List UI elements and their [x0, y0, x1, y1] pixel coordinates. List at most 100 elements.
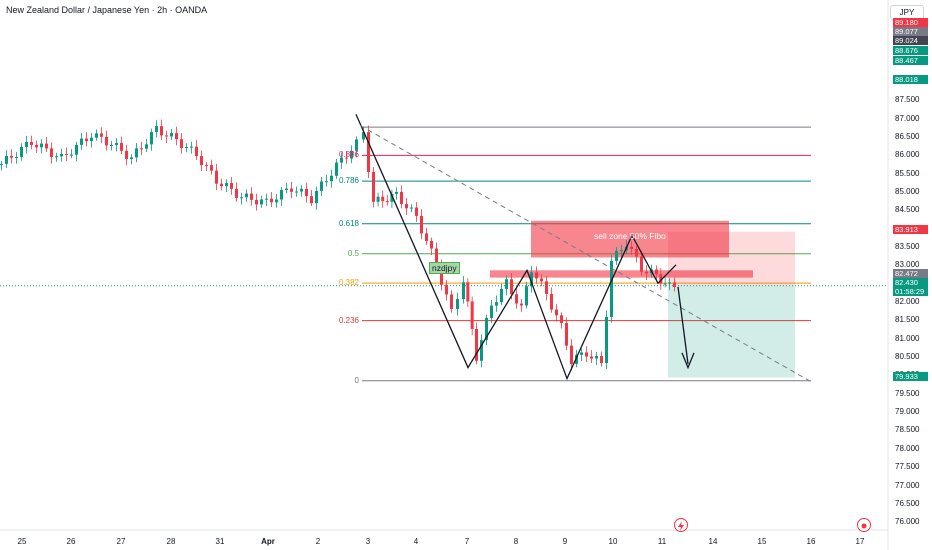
candle-body [300, 188, 303, 192]
price-tag: 83.913 [893, 225, 928, 234]
price-tick: 84.500 [895, 205, 920, 215]
price-tick: 82.000 [895, 297, 920, 306]
candle-body [430, 241, 433, 249]
candle-body [230, 183, 233, 189]
candle-body [385, 201, 389, 203]
candle-body [435, 248, 438, 266]
price-tag: 82.430 [893, 278, 928, 287]
candle-body [620, 250, 623, 252]
candlesticks [0, 119, 676, 371]
candle-body [580, 352, 583, 355]
candle-body [145, 144, 148, 149]
candle-body [505, 279, 508, 289]
candle-body [115, 143, 118, 145]
candle-body [367, 132, 370, 172]
candle-body [560, 315, 563, 324]
candle-body [345, 157, 348, 159]
candle-body [485, 317, 488, 341]
candle-body [595, 356, 598, 359]
time-tick: 28 [166, 537, 176, 546]
sell-zone-label: sell zone 50% Fibo [594, 231, 666, 241]
candle-body [110, 144, 113, 146]
arrow-head [681, 352, 695, 370]
chart-title: New Zealand Dollar / Japanese Yen · 2h ·… [6, 5, 208, 15]
candle-body [95, 133, 98, 138]
candle-body [410, 207, 413, 209]
candle-body [140, 148, 143, 150]
candle-body [520, 303, 523, 306]
time-tick: 3 [365, 537, 371, 546]
candle-body [225, 183, 228, 187]
candle-body [673, 282, 676, 287]
price-tag: 89.077 [893, 27, 928, 36]
candle-body [275, 199, 278, 203]
candle-body [265, 198, 268, 200]
candle-body [175, 133, 178, 140]
candle-body [295, 191, 298, 193]
price-tag: 88.676 [893, 46, 928, 55]
time-tick: 8 [513, 537, 519, 546]
candle-body [655, 269, 658, 275]
price-tick: 81.000 [895, 333, 920, 343]
price-tick: 78.000 [895, 443, 920, 453]
fib-label: 0.236 [338, 315, 359, 325]
time-tick: 27 [116, 537, 126, 546]
candle-body [0, 163, 3, 165]
candle-body [462, 282, 465, 300]
candle-body [610, 260, 613, 317]
candle-body [290, 188, 293, 192]
price-tick: 87.500 [895, 95, 920, 105]
price-tag: 89.180 [893, 18, 928, 27]
candle-body [450, 294, 453, 309]
price-tick: 85.000 [895, 186, 920, 196]
candle-body [540, 278, 543, 282]
target-zone [668, 284, 795, 378]
candle-body [605, 316, 608, 363]
candle-body [60, 153, 63, 157]
time-tick: 10 [608, 537, 618, 546]
price-tick: 77.500 [895, 462, 920, 472]
candle-body [456, 299, 459, 309]
candle-body [35, 144, 38, 148]
price-tag: 88.018 [893, 75, 928, 84]
time-tick: 11 [657, 537, 667, 546]
candle-body [325, 181, 328, 183]
candle-body [80, 138, 83, 145]
fib-label: 0.382 [338, 278, 359, 288]
candle-body [640, 256, 643, 272]
candle-body [395, 191, 398, 194]
price-tick: 83.000 [895, 260, 920, 270]
candle-body [90, 137, 93, 142]
time-tick: 7 [464, 537, 470, 546]
candle-body [466, 282, 470, 302]
candle-body [510, 279, 513, 295]
time-tick: 4 [413, 537, 419, 546]
candle-body [590, 356, 593, 359]
candle-body [335, 162, 338, 176]
candle-body [425, 233, 428, 242]
candle-body [285, 188, 288, 191]
candle-body [405, 204, 408, 209]
time-tick: 25 [17, 537, 27, 546]
candle-body [530, 272, 533, 287]
record-icon[interactable] [857, 518, 871, 532]
time-tick: 9 [562, 537, 568, 546]
lightning-icon[interactable] [674, 518, 688, 532]
candle-body [555, 309, 558, 316]
candle-body [490, 305, 493, 318]
candle-body [165, 135, 168, 137]
candle-body [100, 133, 103, 137]
price-tick: 79.500 [895, 388, 920, 398]
candle-body [315, 190, 318, 204]
fib-label: 0.886 [338, 150, 359, 160]
candle-body [125, 150, 128, 160]
fib-label: 0 [354, 375, 359, 385]
candle-body [381, 196, 385, 202]
trend-line [359, 124, 813, 383]
time-tick: 15 [757, 537, 767, 546]
candle-body [50, 148, 53, 158]
candle-body [255, 199, 258, 205]
time-tick: 16 [806, 537, 816, 546]
candle-body [195, 146, 198, 157]
